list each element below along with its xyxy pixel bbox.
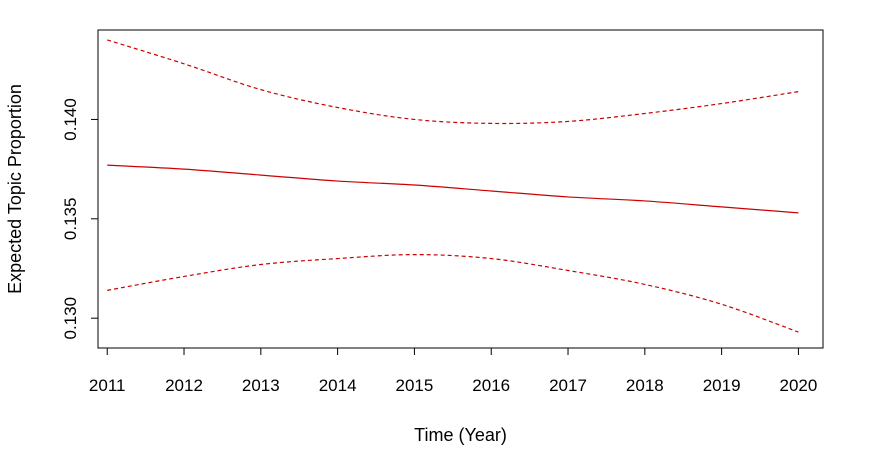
x-tick-label: 2015 xyxy=(396,376,434,395)
x-tick-label: 2011 xyxy=(89,376,126,395)
series-layer xyxy=(107,39,799,333)
y-tick-label: 0.130 xyxy=(61,297,80,340)
x-axis-title: Time (Year) xyxy=(414,425,507,445)
x-tick-label: 2012 xyxy=(165,376,203,395)
x-tick-label: 2019 xyxy=(703,376,741,395)
x-tick-label: 2017 xyxy=(549,376,587,395)
upper-ci-line xyxy=(107,39,799,125)
y-axis-title: Expected Topic Proportion xyxy=(5,84,25,294)
x-tick-label: 2018 xyxy=(626,376,664,395)
x-tick-label: 2016 xyxy=(472,376,510,395)
y-tick-label: 0.140 xyxy=(61,98,80,141)
x-tick-label: 2014 xyxy=(319,376,357,395)
x-tick-label: 2020 xyxy=(780,376,818,395)
y-axis: 0.130 0.135 0.140 xyxy=(61,98,99,340)
estimate-line xyxy=(107,164,799,214)
x-tick-label: 2013 xyxy=(242,376,280,395)
x-axis: 2011 2012 2013 2014 2015 2016 2017 2018 2019 2020 xyxy=(89,347,818,395)
y-tick-label: 0.135 xyxy=(61,198,80,241)
lower-ci-line xyxy=(107,253,799,333)
